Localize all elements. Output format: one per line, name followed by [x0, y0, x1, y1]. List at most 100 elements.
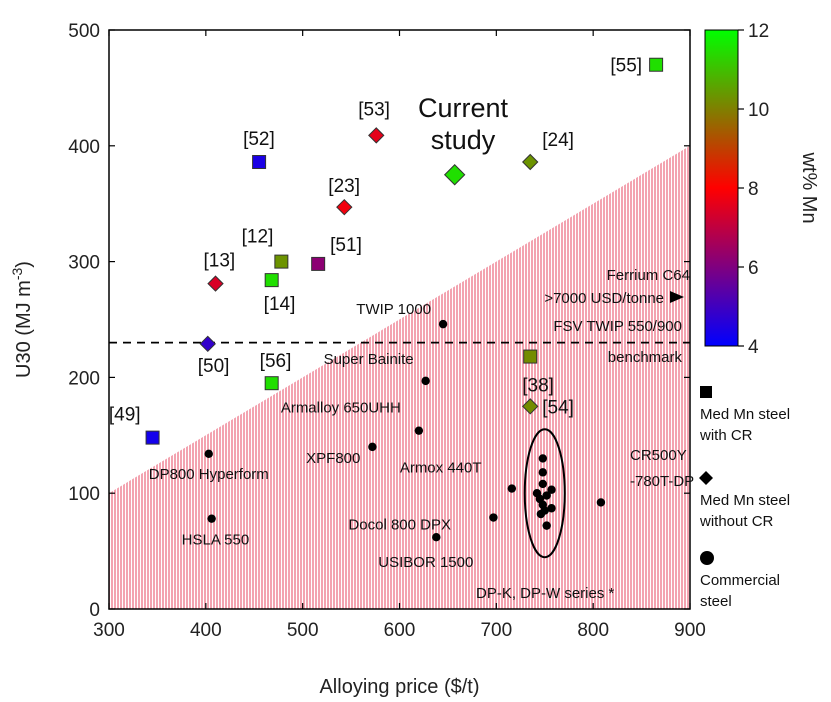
commercial-point	[368, 442, 377, 452]
commercial-point	[538, 454, 548, 463]
square-point-label: [52]	[243, 129, 275, 150]
x-tick-label: 400	[190, 620, 222, 641]
x-tick-label: 500	[287, 620, 319, 641]
x-tick-label: 600	[384, 620, 416, 641]
commercial-point	[438, 319, 448, 329]
colorbar-tick-label: 6	[748, 258, 759, 279]
y-tick-label: 100	[68, 484, 100, 505]
colorbar-title: wt% Mn	[798, 151, 820, 223]
axis-ticks: 300 400 500 600 700 800 900 0 100 200 300 400 500	[68, 21, 706, 641]
cr500y-label-line1: CR500Y	[630, 447, 687, 464]
commercial-point-label: HSLA 550	[182, 532, 250, 549]
commercial-point	[414, 426, 424, 435]
diamond-point	[199, 335, 216, 353]
colorbar-tick-label: 4	[748, 337, 759, 358]
x-tick-label: 700	[480, 620, 512, 641]
ferrium-arrow-icon	[670, 291, 684, 303]
commercial-point	[207, 514, 216, 523]
commercial-point	[489, 513, 498, 522]
square-point	[523, 349, 538, 364]
diamond-point-label: [53]	[358, 99, 390, 120]
diamond-point	[522, 153, 539, 171]
diamond-point-label: [24]	[542, 130, 574, 151]
legend-entry-text: without CR	[699, 513, 774, 530]
commercial-point	[538, 468, 548, 477]
y-tick-label: 0	[89, 600, 100, 621]
x-tick-label: 900	[674, 620, 706, 641]
benchmark-label: benchmark	[608, 349, 683, 366]
y-tick-label: 500	[68, 21, 100, 42]
colorbar	[704, 29, 739, 347]
commercial-point	[538, 479, 548, 489]
cr500y-label-line2: -780T-DP	[630, 473, 694, 490]
square-point-label: [55]	[610, 56, 642, 77]
colorbar-ticks: 4 6 8 10 12	[738, 21, 769, 358]
ferrium-label-line2: >7000 USD/tonne	[544, 290, 664, 307]
commercial-point-label: USIBOR 1500	[378, 554, 473, 571]
dp-series-cluster-ellipse	[523, 428, 566, 559]
fsv-twip-label: FSV TWIP 550/900	[553, 318, 682, 335]
current-study-label-line2: study	[431, 125, 496, 155]
x-axis-title: Alloying price ($/t)	[319, 676, 479, 698]
commercial-point	[547, 504, 556, 513]
legend-circle-marker	[700, 551, 714, 565]
y-tick-label: 300	[68, 253, 100, 274]
colorbar-tick-label: 8	[748, 179, 759, 200]
square-point	[252, 155, 267, 170]
legend-entry-text: Commercial	[700, 572, 780, 589]
diamond-point	[522, 398, 539, 415]
square-point	[145, 430, 160, 445]
legend-square-marker	[700, 386, 712, 398]
diamond-point-label: [54]	[542, 397, 574, 418]
y-axis-title: U30 (MJ m-3)	[9, 261, 35, 378]
commercial-point-label: TWIP 1000	[356, 301, 431, 318]
x-tick-label: 800	[577, 620, 609, 641]
commercial-point	[547, 485, 556, 494]
square-point-label: [38]	[522, 376, 554, 397]
commercial-point-label: Super Bainite	[324, 351, 414, 368]
square-point-label: [14]	[264, 294, 296, 315]
square-point	[264, 273, 279, 288]
legend-entry-text: steel	[700, 593, 732, 610]
commercial-point	[536, 509, 546, 519]
colorbar-tick-label: 10	[748, 100, 769, 121]
commercial-point	[507, 484, 517, 493]
commercial-point-label: DP800 Hyperform	[149, 466, 269, 483]
commercial-point-label: XPF800	[306, 450, 360, 467]
diamond-point-label: [23]	[328, 176, 360, 197]
square-point-label: [49]	[109, 405, 141, 426]
diamond-point-label: [50]	[198, 356, 230, 377]
diamond-point	[336, 198, 353, 216]
square-point-label: [12]	[242, 227, 274, 248]
y-tick-label: 200	[68, 368, 100, 389]
commercial-point-label: Docol 800 DPX	[348, 517, 451, 534]
y-axis-title-exponent: -3	[9, 268, 25, 281]
legend-entry-text: Med Mn steel	[700, 492, 790, 509]
commercial-point-label: Armalloy 650UHH	[281, 400, 401, 417]
legend-entry-text: with CR	[699, 427, 753, 444]
ferrium-label-line1: Ferrium C64	[607, 267, 690, 284]
legend-entry-text: Med Mn steel	[700, 406, 790, 423]
colorbar-tick-label: 12	[748, 21, 769, 42]
dp-series-label: DP-K, DP-W series *	[476, 585, 615, 602]
square-point	[274, 254, 289, 269]
square-point	[311, 256, 326, 271]
square-point-label: [51]	[330, 235, 362, 256]
commercial-point	[432, 533, 441, 542]
y-tick-label: 400	[68, 137, 100, 158]
y-axis-title-main: U30 (MJ m	[13, 280, 35, 378]
commercial-point	[542, 491, 551, 500]
diamond-point	[368, 127, 385, 144]
square-point-label: [56]	[260, 351, 292, 372]
commercial-point-label: Armox 440T	[400, 460, 482, 477]
point-labels: [49] [52] [14] [12] [51] [56] [38] [55] [50] [13]…	[109, 56, 694, 602]
square-point	[649, 57, 664, 72]
commercial-point	[542, 521, 551, 530]
legend: Med Mn steel with CR Med Mn steel without C…	[699, 386, 790, 610]
current-study-label-line1: Current	[418, 93, 509, 123]
diamond-point	[207, 275, 224, 292]
data-points	[145, 57, 664, 542]
commercial-point	[204, 449, 213, 459]
commercial-point	[421, 376, 430, 386]
